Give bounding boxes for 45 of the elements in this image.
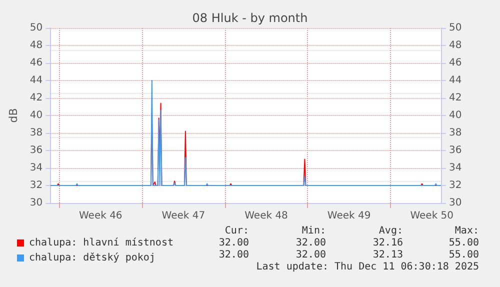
y-tick-label: 32 xyxy=(30,180,43,191)
legend-label: chalupa: dětský pokoj xyxy=(29,252,156,264)
y-tick-label: 48 xyxy=(30,40,43,51)
text: 32.13 xyxy=(372,250,403,260)
text: 32.00 xyxy=(296,250,326,260)
text: Last update: Thu Dec 11 06:30:18 2025 xyxy=(256,262,480,272)
y2-tick-label: 36 xyxy=(449,145,462,156)
legend-label: chalupa: hlavní místnost xyxy=(29,238,174,248)
y2-tick-label: 44 xyxy=(449,75,462,86)
y2-tick-label: 30 xyxy=(449,198,462,208)
y2-tick-label: 50 xyxy=(449,22,462,34)
y-tick-label: 42 xyxy=(30,92,43,104)
y-tick-label: 40 xyxy=(30,110,43,121)
y-tick-label: 36 xyxy=(30,145,43,156)
y2-tick-label: 42 xyxy=(449,92,462,104)
text: Avg: xyxy=(378,226,403,236)
y-axis-title: dB xyxy=(7,108,20,123)
text: 32.16 xyxy=(372,238,403,248)
text: 32.00 xyxy=(296,238,326,248)
x-tick-label: Week 50 xyxy=(410,210,454,222)
y2-tick-label: 34 xyxy=(449,162,462,174)
text: 55.00 xyxy=(448,250,479,260)
text: 32.00 xyxy=(218,238,249,248)
y2-tick-label: 48 xyxy=(449,40,462,51)
text: Cur: xyxy=(224,226,249,236)
x-tick-label: Week 47 xyxy=(162,210,206,222)
y-tick-label: 50 xyxy=(30,22,43,34)
y2-tick-label: 38 xyxy=(449,128,462,138)
text: Max: xyxy=(454,226,479,236)
text: Min: xyxy=(302,226,326,236)
y-tick-label: 44 xyxy=(30,75,43,86)
text: 55.00 xyxy=(448,238,479,248)
x-tick-label: Week 48 xyxy=(244,210,288,222)
y2-tick-label: 32 xyxy=(449,180,462,191)
x-tick-label: Week 49 xyxy=(327,210,371,222)
y2-tick-label: 40 xyxy=(449,110,462,121)
text: 32.00 xyxy=(218,250,249,260)
y-tick-label: 30 xyxy=(30,198,43,208)
line-series xyxy=(50,80,442,186)
y-tick-label: 46 xyxy=(30,58,43,68)
chart-title: 08 Hluk - by month xyxy=(192,11,308,25)
y-tick-label: 38 xyxy=(30,128,43,138)
y2-tick-label: 46 xyxy=(449,58,462,68)
x-tick-label: Week 46 xyxy=(79,210,122,222)
y-tick-label: 34 xyxy=(30,162,43,174)
